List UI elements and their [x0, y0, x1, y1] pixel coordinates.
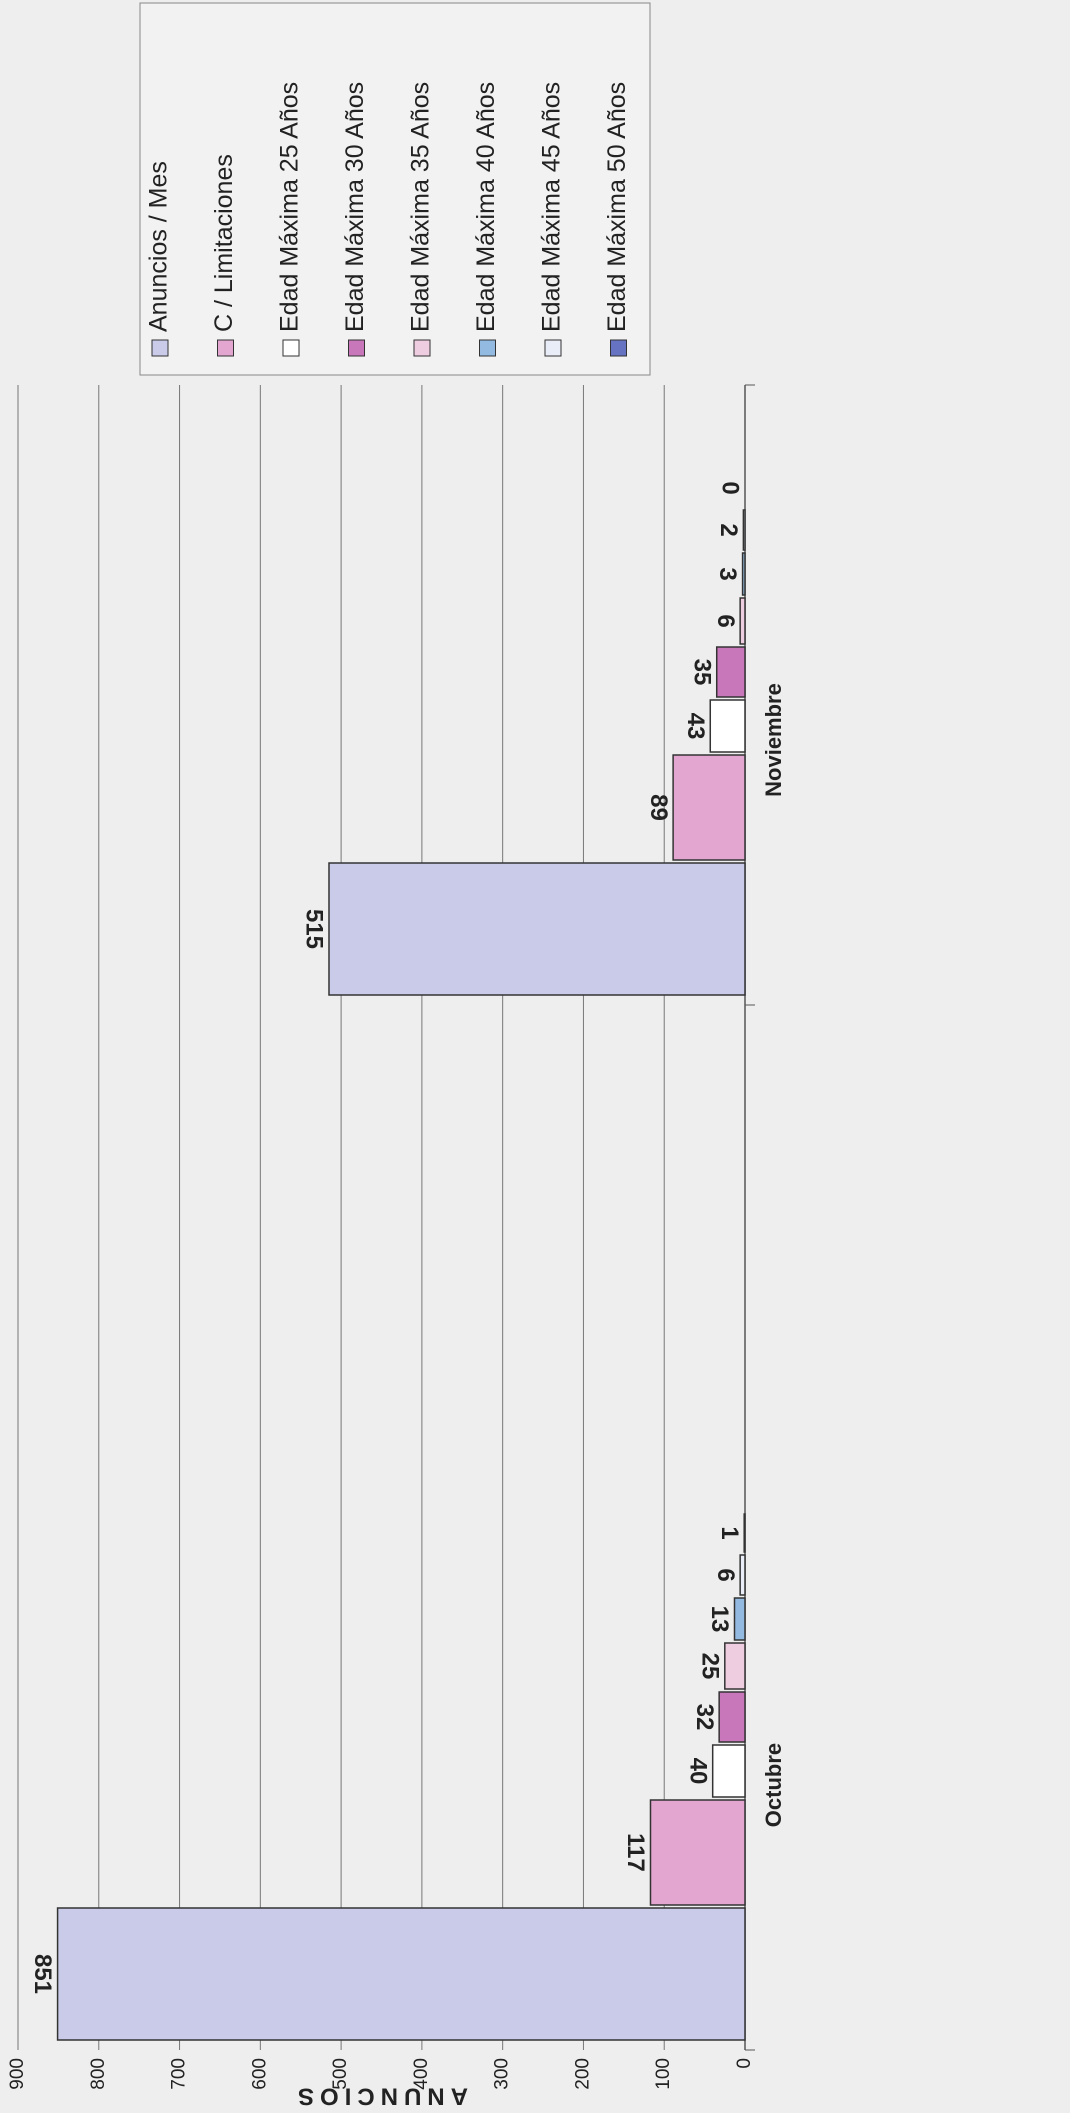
y-tick-label: 700: [169, 2058, 190, 2090]
legend-swatch: [151, 339, 169, 357]
value-label: 3: [714, 567, 741, 580]
bar: [741, 552, 746, 596]
legend-label: Edad Máxima 40 Años: [472, 82, 500, 332]
bar: [718, 1691, 746, 1743]
value-label: 25: [696, 1653, 723, 1680]
bar: [709, 699, 746, 753]
legend-label: Edad Máxima 25 Años: [276, 82, 304, 332]
y-tick-label: 0: [734, 2058, 755, 2069]
y-axis-title: ANUNCIOS: [292, 2083, 468, 2108]
value-label: 13: [706, 1606, 733, 1633]
legend-swatch: [413, 339, 431, 357]
legend-box: [139, 2, 651, 376]
value-label: 89: [645, 794, 672, 821]
x-tick-label: Noviembre: [761, 683, 786, 797]
y-tick-label: 300: [492, 2058, 513, 2090]
legend-label: Edad Máxima 30 Años: [341, 82, 369, 332]
y-tick-label: 800: [88, 2058, 109, 2090]
rotated-chart: ANUNCIOS 0100200300400500600700800900851…: [7, 2, 786, 2110]
value-label: 0: [717, 481, 744, 494]
legend-swatch: [217, 339, 234, 357]
bar: [715, 646, 746, 698]
y-tick-label: 600: [249, 2058, 270, 2090]
y-tick-label: 100: [653, 2058, 674, 2090]
bar: [328, 862, 746, 996]
bar: [672, 754, 746, 861]
x-tick-label: Octubre: [761, 1743, 786, 1827]
bar: [739, 1554, 746, 1596]
value-label: 117: [622, 1833, 649, 1872]
legend-swatch: [348, 339, 365, 357]
bar: [649, 1799, 746, 1906]
legend-label: Edad Máxima 35 Años: [407, 82, 435, 332]
value-label: 515: [301, 909, 328, 949]
bar: [743, 1513, 746, 1553]
value-label: 35: [688, 659, 715, 686]
bar: [724, 1642, 746, 1690]
value-label: 43: [682, 713, 709, 740]
legend-swatch: [282, 339, 300, 357]
y-tick-label: 400: [411, 2058, 432, 2090]
value-label: 40: [684, 1758, 711, 1785]
value-label: 32: [691, 1704, 718, 1731]
y-tick-label: 500: [330, 2058, 351, 2090]
bar: [711, 1744, 746, 1798]
legend-swatch: [610, 339, 627, 357]
legend-label: Edad Máxima 45 Años: [538, 82, 566, 332]
bar: [742, 509, 746, 551]
value-label: 851: [29, 1954, 56, 1994]
legend-swatch: [479, 339, 496, 357]
legend-label: Edad Máxima 50 Años: [603, 82, 631, 332]
y-tick-label: 900: [7, 2058, 28, 2090]
bar: [739, 597, 746, 645]
value-label: 1: [716, 1526, 743, 1539]
value-label: 2: [715, 523, 742, 536]
y-tick-label: 200: [572, 2058, 593, 2090]
value-label: 6: [712, 614, 739, 627]
value-label: 6: [712, 1568, 739, 1581]
legend-swatch: [544, 339, 562, 357]
bar: [733, 1597, 746, 1641]
legend-label: C / Limitaciones: [210, 154, 238, 332]
bar: [56, 1907, 746, 2041]
legend-label: Anuncios / Mes: [145, 161, 173, 332]
